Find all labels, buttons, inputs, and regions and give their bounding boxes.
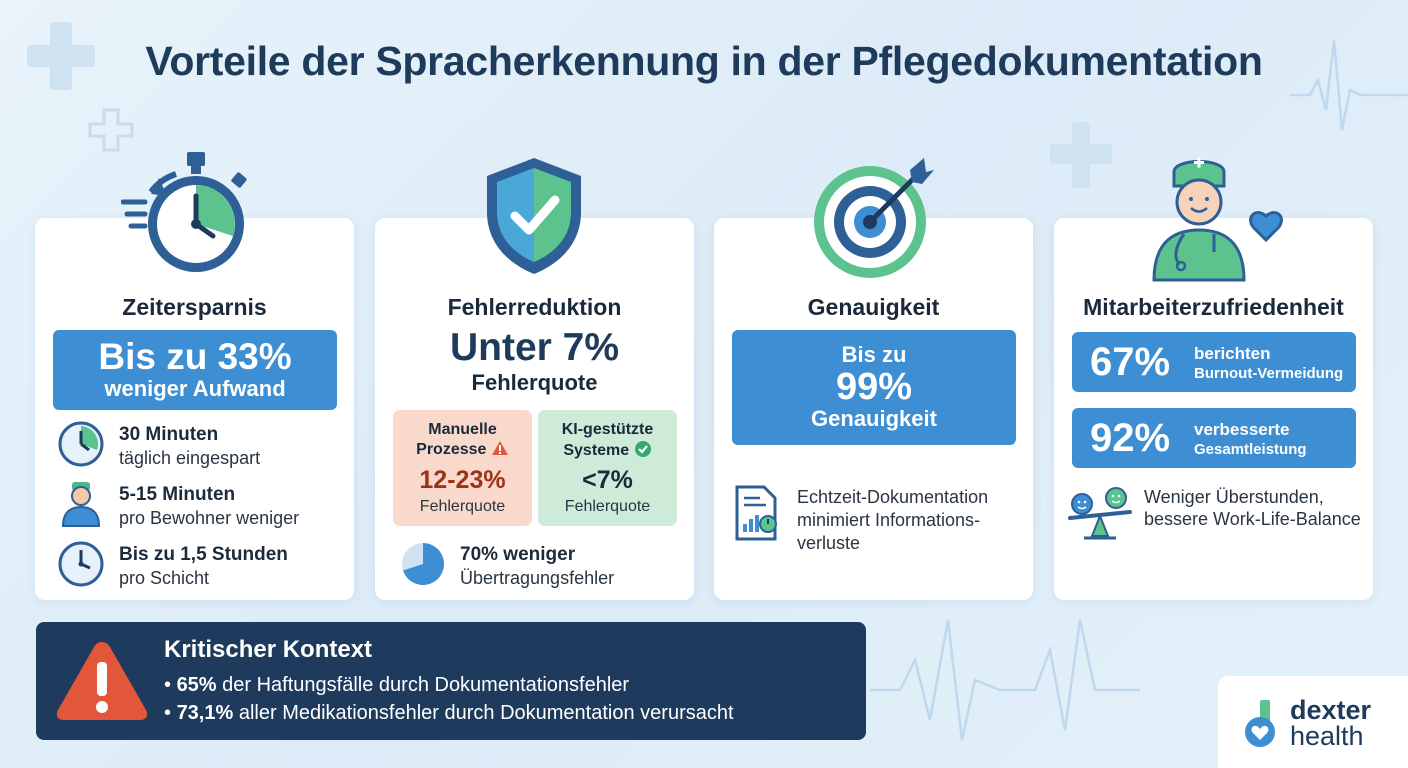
manual-label: Manuelle Prozesse [393,420,532,460]
banner-value: Bis zu 33% [98,336,292,377]
warning-icon [491,441,508,455]
nurse-icon [61,482,101,527]
row-text: pro Schicht [119,568,210,588]
row-text: pro Bewohner weniger [119,508,300,528]
logo-word-dexter: dexter [1290,695,1372,725]
reduction-text: Übertragungsfehler [460,568,615,588]
critical-context-box: Kritischer Kontext • 65% der Haftungsfäl… [36,622,866,740]
time-savings-banner: Bis zu 33% weniger Aufwand [53,330,337,410]
ai-caption: Fehlerquote [564,498,651,515]
error-rate-label: Fehlerquote [471,370,598,395]
card-accuracy: Genauigkeit Bis zu 99% Genauigkeit Echtz… [714,158,1033,600]
document-chart-icon [735,485,777,541]
error-rate-value: Unter 7% [449,326,620,369]
critical-item-text: aller Medikationsfehler durch Dokumentat… [233,702,734,724]
stat-line2: Gesamtleistung [1194,441,1307,458]
banner-line1: Bis zu [841,342,907,367]
banner-line3: Genauigkeit [811,406,937,431]
card-staff-satisfaction: Mitarbeiterzufriedenheit 67% berichten B… [1054,157,1373,600]
accuracy-text: Echtzeit-Dokumentation minimiert Informa… [797,487,989,553]
stat-line1: berichten [1194,344,1271,363]
ai-system-box: KI-gestützte Systeme <7% Fehlerquote [538,410,677,526]
critical-heading: Kritischer Kontext [164,636,373,663]
row-value: 30 Minuten [119,424,219,445]
row-value: Bis zu 1,5 Stunden [119,544,288,565]
logo-word-health: health [1290,721,1364,751]
critical-item-value: 73,1% [176,702,234,724]
pie-chart-icon [402,543,445,585]
brand-logo: dexter health [1218,676,1408,768]
manual-process-box: Manuelle Prozesse 12-23% Fehlerquote [393,410,532,526]
accuracy-banner: Bis zu 99% Genauigkeit [732,330,1016,445]
manual-label-line2: Prozesse [416,441,487,458]
critical-item-text: der Haftungsfälle durch Dokumentationsfe… [216,674,630,696]
stat-value: 92% [1090,416,1171,460]
critical-item: • 65% der Haftungsfälle durch Dokumentat… [164,674,630,696]
critical-item-value: 65% [176,674,217,696]
ai-value: <7% [582,466,633,494]
check-circle-icon [634,441,651,457]
banner-value: 99% [835,366,913,408]
ai-label: KI-gestützte Systeme [538,420,677,461]
stopwatch-icon [121,152,247,272]
ai-label-line2: Systeme [563,442,630,459]
clock-icon [58,421,104,467]
manual-value: 12-23% [419,466,506,494]
card-title: Zeitersparnis [122,294,267,320]
reduction-value: 70% weniger [460,544,576,565]
critical-item: • 73,1% aller Medikationsfehler durch Do… [164,702,734,724]
banner-caption: weniger Aufwand [104,376,286,401]
stat-performance: 92% verbesserte Gesamtleistung [1072,408,1356,468]
page-title: Vorteile der Spracherkennung in der Pfle… [145,38,1263,84]
clock-icon [58,541,104,587]
shield-check-icon [487,158,581,274]
stat-line1: verbesserte [1194,420,1290,439]
ai-label-line1: KI-gestützte [561,421,654,438]
manual-caption: Fehlerquote [419,498,506,515]
dexter-health-logo-icon [1245,700,1275,747]
card-title: Mitarbeiterzufriedenheit [1083,294,1344,320]
stat-burnout: 67% berichten Burnout-Vermeidung [1072,332,1356,392]
row-text: täglich eingespart [119,448,261,468]
satisfaction-text: Weniger Überstunden, bessere Work-Life-B… [1144,487,1361,529]
nurse-heart-icon [1152,157,1283,282]
target-icon [814,158,934,278]
card-title: Fehlerreduktion [447,294,622,320]
balance-seesaw-icon [1068,487,1132,540]
card-title: Genauigkeit [807,294,940,320]
card-error-reduction: Fehlerreduktion Unter 7% Fehlerquote Man… [375,158,694,600]
warning-triangle-icon [56,642,148,720]
card-time-savings: Zeitersparnis Bis zu 33% weniger Aufwand… [35,152,354,600]
manual-label-line1: Manuelle [428,421,497,438]
stat-line2: Burnout-Vermeidung [1194,365,1344,382]
stat-value: 67% [1090,340,1171,384]
row-value: 5-15 Minuten [119,484,236,505]
